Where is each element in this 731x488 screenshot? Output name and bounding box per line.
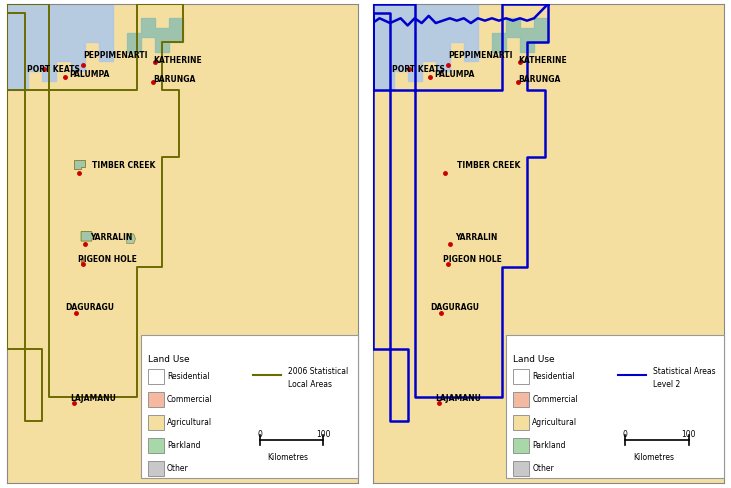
Bar	[148, 415, 164, 430]
Text: Kilometres: Kilometres	[268, 452, 308, 461]
Bar	[148, 461, 164, 476]
Text: 100: 100	[681, 428, 696, 438]
Text: PORT KEATS: PORT KEATS	[26, 65, 80, 74]
Polygon shape	[492, 19, 548, 53]
Text: KATHERINE: KATHERINE	[518, 56, 567, 64]
Bar	[513, 461, 529, 476]
FancyBboxPatch shape	[506, 335, 724, 478]
Text: 0: 0	[258, 428, 262, 438]
Text: DAGURAGU: DAGURAGU	[65, 302, 114, 311]
Text: Agricultural: Agricultural	[167, 417, 212, 426]
Text: BARUNGA: BARUNGA	[518, 75, 561, 84]
Text: 0: 0	[623, 428, 628, 438]
Text: KATHERINE: KATHERINE	[153, 56, 202, 64]
Text: LAJAMANU: LAJAMANU	[70, 393, 116, 402]
Text: Kilometres: Kilometres	[633, 452, 674, 461]
Text: YARRALIN: YARRALIN	[455, 233, 497, 242]
Polygon shape	[126, 234, 135, 244]
Text: PEPPIMENARTI: PEPPIMENARTI	[83, 51, 148, 60]
Text: YARRALIN: YARRALIN	[90, 233, 132, 242]
Text: PALUMPA: PALUMPA	[434, 70, 474, 79]
Text: Commercial: Commercial	[167, 394, 213, 403]
Bar	[513, 392, 529, 407]
Polygon shape	[126, 19, 183, 53]
Text: BARUNGA: BARUNGA	[153, 75, 195, 84]
Text: Land Use: Land Use	[513, 354, 555, 363]
Text: Statistical Areas: Statistical Areas	[654, 366, 716, 375]
Bar	[148, 392, 164, 407]
Bar	[513, 415, 529, 430]
Text: Parkland: Parkland	[167, 440, 200, 449]
Polygon shape	[373, 5, 478, 91]
Bar	[148, 369, 164, 384]
Text: Residential: Residential	[167, 371, 210, 380]
Text: TIMBER CREEK: TIMBER CREEK	[457, 161, 520, 170]
Text: Land Use: Land Use	[148, 354, 189, 363]
Bar	[513, 438, 529, 453]
Polygon shape	[81, 258, 83, 265]
Polygon shape	[81, 232, 94, 242]
Text: Other: Other	[167, 463, 189, 472]
Text: DAGURAGU: DAGURAGU	[431, 302, 480, 311]
Polygon shape	[7, 5, 113, 91]
Text: Residential: Residential	[532, 371, 575, 380]
Text: TIMBER CREEK: TIMBER CREEK	[91, 161, 155, 170]
Polygon shape	[74, 160, 85, 170]
Text: Local Areas: Local Areas	[288, 380, 333, 388]
Text: 2006 Statistical: 2006 Statistical	[288, 366, 349, 375]
Text: PALUMPA: PALUMPA	[69, 70, 109, 79]
Text: Agricultural: Agricultural	[532, 417, 577, 426]
Text: Other: Other	[532, 463, 554, 472]
Text: Commercial: Commercial	[532, 394, 578, 403]
FancyBboxPatch shape	[141, 335, 358, 478]
Text: PIGEON HOLE: PIGEON HOLE	[443, 254, 501, 263]
Text: PEPPIMENARTI: PEPPIMENARTI	[448, 51, 512, 60]
Text: PIGEON HOLE: PIGEON HOLE	[77, 254, 137, 263]
Text: PORT KEATS: PORT KEATS	[392, 65, 444, 74]
Text: Level 2: Level 2	[654, 380, 681, 388]
Text: Parkland: Parkland	[532, 440, 566, 449]
Bar	[513, 369, 529, 384]
Text: 100: 100	[316, 428, 330, 438]
Bar	[148, 438, 164, 453]
Text: LAJAMANU: LAJAMANU	[436, 393, 482, 402]
